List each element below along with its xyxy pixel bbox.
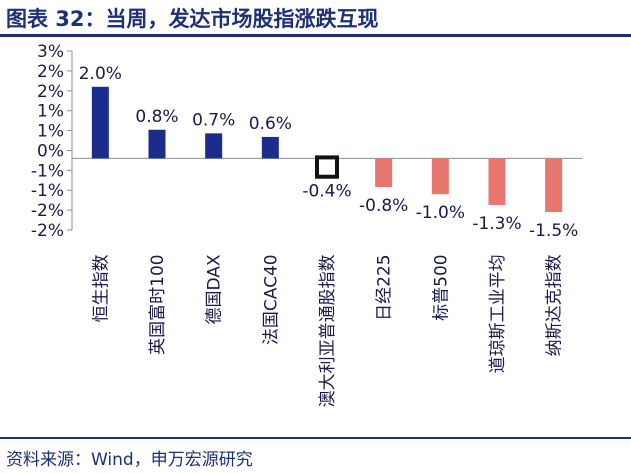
bar bbox=[375, 158, 393, 188]
footer-divider bbox=[0, 437, 631, 439]
page-title: 图表 32：当周，发达市场股指涨跌互现 bbox=[6, 7, 379, 31]
data-label: -1.3% bbox=[472, 214, 521, 234]
data-label: -1.5% bbox=[529, 221, 578, 241]
y-tick-label: 2% bbox=[37, 62, 64, 82]
data-label: 0.6% bbox=[249, 114, 292, 134]
bar bbox=[545, 158, 563, 213]
bar bbox=[488, 158, 506, 205]
y-tick-label: -2% bbox=[31, 201, 64, 221]
bar bbox=[205, 133, 223, 159]
data-label: 2.0% bbox=[79, 64, 122, 84]
category-label: 日经225 bbox=[375, 254, 395, 320]
y-tick-label: 0% bbox=[37, 141, 64, 161]
bar bbox=[261, 136, 279, 159]
category-label: 道琼斯工业平均 bbox=[488, 254, 508, 373]
bar-selected bbox=[315, 155, 339, 179]
bar bbox=[431, 158, 449, 195]
bar bbox=[148, 129, 166, 159]
data-label: 0.7% bbox=[192, 110, 235, 130]
y-tick-label: -2% bbox=[31, 221, 64, 241]
y-tick-label: -1% bbox=[31, 181, 64, 201]
y-tick-label: 3% bbox=[37, 42, 64, 62]
category-label: 纳斯达克指数 bbox=[545, 254, 565, 356]
category-label: 澳大利亚普通股指数 bbox=[318, 254, 338, 407]
y-tick-label: 1% bbox=[37, 122, 64, 142]
data-label: -1.0% bbox=[416, 203, 465, 223]
category-label: 英国富时100 bbox=[148, 254, 168, 354]
category-label: 标普500 bbox=[431, 254, 451, 320]
title-divider bbox=[0, 34, 631, 37]
y-tick-label: -1% bbox=[31, 161, 64, 181]
data-label: -0.8% bbox=[359, 196, 408, 216]
data-label: -0.4% bbox=[302, 182, 351, 202]
category-label: 恒生指数 bbox=[91, 254, 111, 322]
category-label: 法国CAC40 bbox=[261, 254, 281, 345]
bar bbox=[91, 86, 109, 159]
data-label: 0.8% bbox=[135, 107, 178, 127]
y-tick-label: 2% bbox=[37, 82, 64, 102]
category-label: 德国DAX bbox=[205, 254, 225, 324]
source-note: 资料来源：Wind，申万宏源研究 bbox=[6, 450, 253, 470]
y-tick-label: 1% bbox=[37, 102, 64, 122]
